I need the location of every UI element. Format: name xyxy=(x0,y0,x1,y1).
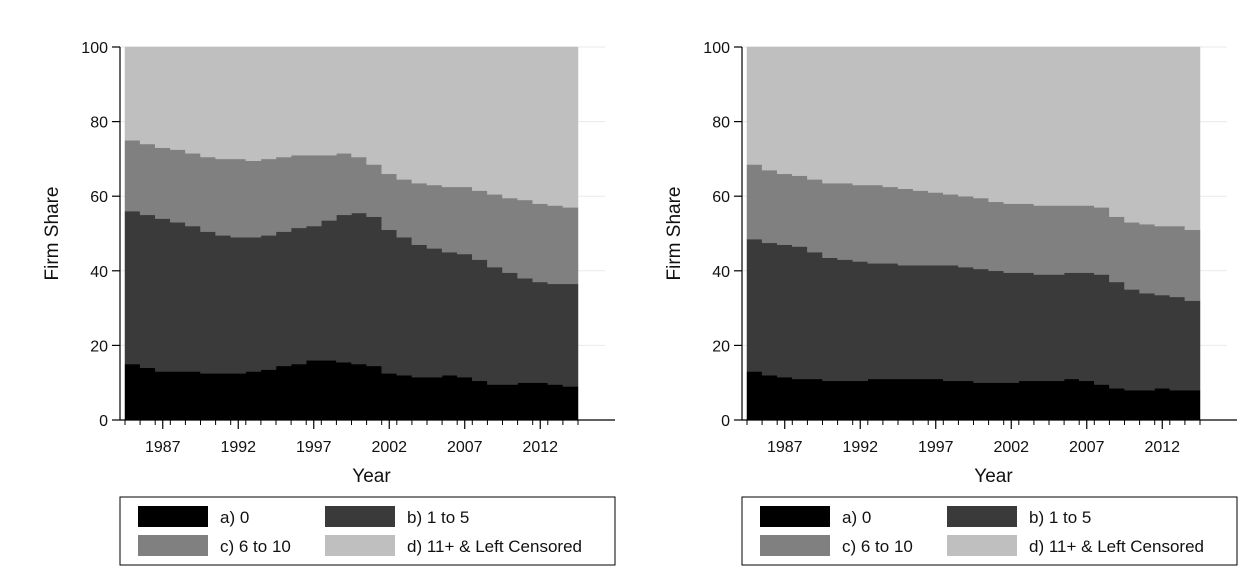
area-series-d xyxy=(124,46,579,208)
y-axis-title: Firm Share xyxy=(664,187,685,281)
x-tick-label: 2012 xyxy=(522,439,558,456)
y-tick-label: 40 xyxy=(712,264,730,281)
legend-swatch-a xyxy=(760,506,830,527)
x-tick-label: 2007 xyxy=(447,439,483,456)
y-tick-label: 0 xyxy=(721,413,730,430)
legend-label-a: a) 0 xyxy=(220,508,249,527)
legend-swatch-d xyxy=(947,535,1017,556)
y-axis-title: Firm Share xyxy=(42,187,63,281)
left-chart-panel: 0 20 40 60 80 100 1987 1992 1997 2002 2007 2012 Year… xyxy=(42,40,616,566)
legend-label-c: c) 6 to 10 xyxy=(220,537,291,556)
x-tick-label: 1987 xyxy=(767,439,803,456)
legend-swatch-d xyxy=(325,535,395,556)
left-stacked-area-chart: 0 20 40 60 80 100 1987 1992 1997 2002 2007 2012 Year… xyxy=(42,40,616,566)
right-chart-panel: 0 20 40 60 80 100 1987 1992 1997 2002 2007 2012 Year… xyxy=(622,0,1244,588)
x-tick-label: 1992 xyxy=(220,439,256,456)
y-tick-label: 60 xyxy=(712,189,730,206)
x-tick-label: 1987 xyxy=(145,439,181,456)
y-tick-label: 40 xyxy=(90,264,108,281)
x-axis-title: Year xyxy=(352,466,391,487)
legend-swatch-c xyxy=(760,535,830,556)
legend-label-d: d) 11+ & Left Censored xyxy=(407,537,582,556)
area-series-d xyxy=(746,46,1201,231)
x-tick-label: 2012 xyxy=(1144,439,1180,456)
y-tick-label: 0 xyxy=(99,413,108,430)
x-tick-label: 2007 xyxy=(1069,439,1105,456)
y-tick-label: 80 xyxy=(90,115,108,132)
legend-swatch-b xyxy=(947,506,1017,527)
y-tick-label: 80 xyxy=(712,115,730,132)
legend-label-b: b) 1 to 5 xyxy=(1029,508,1091,527)
y-tick-label: 20 xyxy=(712,338,730,355)
y-tick-label: 60 xyxy=(90,189,108,206)
x-tick-label: 1992 xyxy=(842,439,878,456)
y-tick-label: 20 xyxy=(90,338,108,355)
right-stacked-area-chart: 0 20 40 60 80 100 1987 1992 1997 2002 2007 2012 Year… xyxy=(664,30,1238,566)
legend-label-c: c) 6 to 10 xyxy=(842,537,913,556)
legend-label-a: a) 0 xyxy=(842,508,871,527)
legend-label-b: b) 1 to 5 xyxy=(407,508,469,527)
legend-swatch-a xyxy=(138,506,208,527)
x-tick-label: 2002 xyxy=(371,439,407,456)
legend-label-d: d) 11+ & Left Censored xyxy=(1029,537,1204,556)
legend-swatch-b xyxy=(325,506,395,527)
x-tick-label: 1997 xyxy=(296,439,332,456)
legend-swatch-c xyxy=(138,535,208,556)
x-tick-label: 2002 xyxy=(993,439,1029,456)
x-tick-label: 1997 xyxy=(918,439,954,456)
y-tick-label: 100 xyxy=(703,40,730,57)
y-tick-label: 100 xyxy=(81,40,108,57)
x-axis-title: Year xyxy=(974,466,1013,487)
